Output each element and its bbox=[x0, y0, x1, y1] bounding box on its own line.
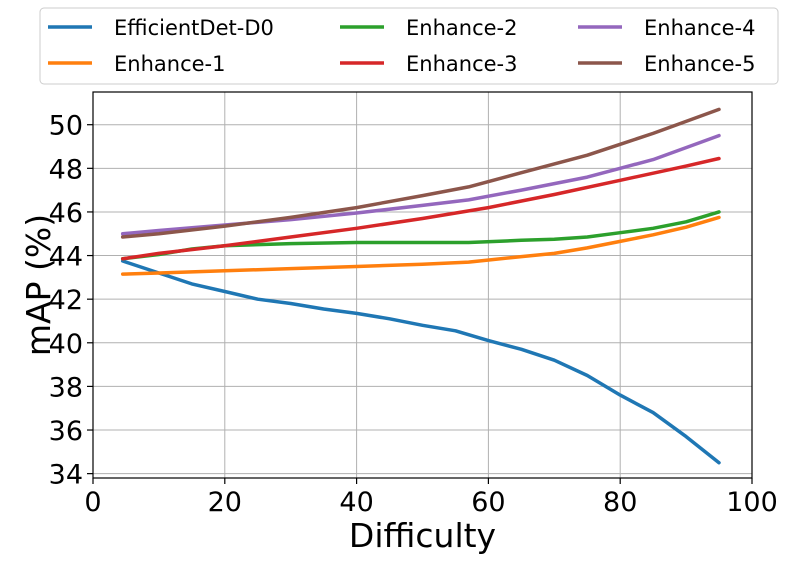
y-tick-label: 42 bbox=[49, 285, 83, 316]
y-tick-label: 40 bbox=[49, 329, 83, 360]
x-tick-label: 40 bbox=[339, 487, 373, 518]
legend-label: EfficientDet-D0 bbox=[114, 16, 274, 40]
x-tick-label: 100 bbox=[726, 487, 778, 518]
y-axis-ticks: 34 36 38 40 42 44 46 48 50 bbox=[49, 111, 93, 491]
y-tick-label: 46 bbox=[49, 198, 83, 229]
legend-item[interactable]: Enhance-3 bbox=[340, 52, 517, 76]
x-tick-label: 60 bbox=[471, 487, 505, 518]
legend-item[interactable]: Enhance-1 bbox=[48, 52, 225, 76]
legend-item[interactable]: Enhance-2 bbox=[340, 16, 517, 40]
x-axis-ticks: 0 20 40 60 80 100 bbox=[84, 478, 778, 518]
plot-frame bbox=[92, 91, 753, 479]
y-tick-label: 38 bbox=[49, 372, 83, 403]
legend-label: Enhance-3 bbox=[406, 52, 517, 76]
y-tick-label: 34 bbox=[49, 460, 83, 491]
legend-item[interactable]: EfficientDet-D0 bbox=[48, 16, 274, 40]
legend[interactable]: EfficientDet-D0 Enhance-1 Enhance-2 Enhance… bbox=[39, 7, 779, 85]
series-line-enhance-1 bbox=[120, 215, 721, 276]
x-tick-label: 80 bbox=[603, 487, 637, 518]
legend-item[interactable]: Enhance-4 bbox=[578, 16, 755, 40]
y-tick-label: 48 bbox=[49, 154, 83, 185]
series-lines bbox=[120, 107, 721, 465]
y-tick-label: 36 bbox=[49, 416, 83, 447]
x-tick-label: 0 bbox=[84, 487, 101, 518]
legend-label: Enhance-2 bbox=[406, 16, 517, 40]
legend-item[interactable]: Enhance-5 bbox=[578, 52, 755, 76]
legend-label: Enhance-4 bbox=[644, 16, 755, 40]
y-tick-label: 50 bbox=[49, 111, 83, 142]
legend-label: Enhance-1 bbox=[114, 52, 225, 76]
series-line-enhance-5 bbox=[120, 107, 721, 239]
series-line-enhance-3 bbox=[120, 156, 721, 261]
y-axis-label: mAP (%) bbox=[19, 214, 58, 356]
x-tick-label: 20 bbox=[208, 487, 242, 518]
legend-label: Enhance-5 bbox=[644, 52, 755, 76]
y-tick-label: 44 bbox=[49, 242, 83, 273]
series-line-efficientdet-d0 bbox=[120, 259, 721, 465]
grid bbox=[93, 92, 752, 478]
x-axis-label: Difficulty bbox=[349, 516, 496, 555]
